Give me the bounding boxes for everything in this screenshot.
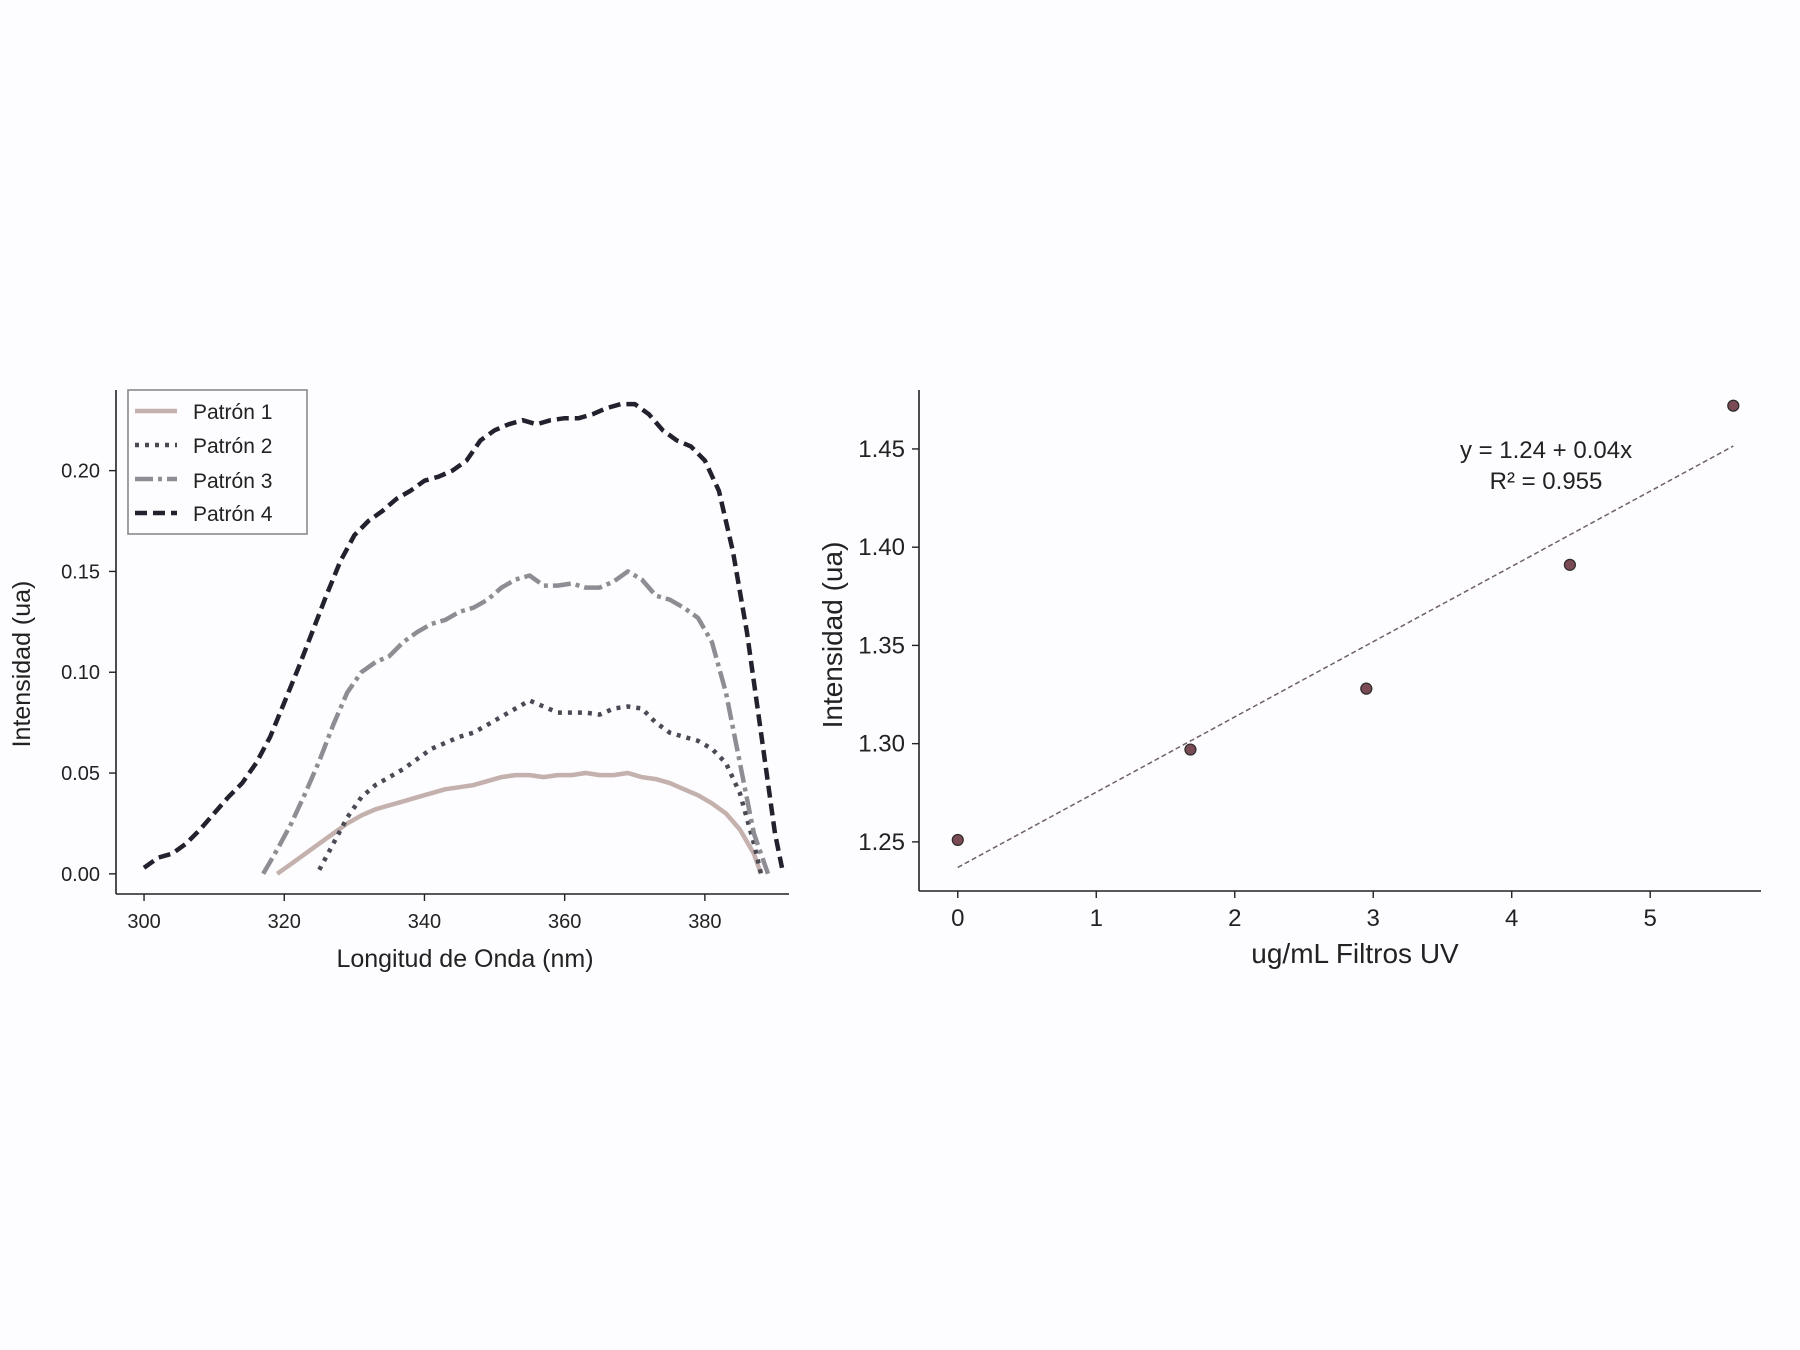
- y-tick-label: 0.10: [61, 662, 100, 684]
- x-tick-label: 300: [127, 911, 160, 933]
- x-tick-label: 0: [951, 905, 964, 932]
- calibration-x-axis-label: ug/mL Filtros UV: [1251, 938, 1459, 969]
- spectra-x-axis-label: Longitud de Onda (nm): [336, 945, 593, 973]
- y-tick-label: 0.05: [61, 763, 100, 785]
- data-point: [1360, 682, 1373, 695]
- data-point: [951, 833, 964, 847]
- spectra-x-ticks: 300 320 340 360 380: [127, 894, 722, 933]
- x-tick-label: 5: [1644, 905, 1657, 932]
- x-tick-label: 3: [1367, 905, 1380, 932]
- x-tick-label: 2: [1228, 905, 1241, 932]
- x-tick-label: 340: [408, 911, 441, 933]
- data-point: [1184, 743, 1197, 756]
- spectra-chart: 300 320 340 360 380 0.00 0.05 0.10 0.15 0.20 Lon…: [8, 389, 789, 973]
- y-tick-label: 1.25: [858, 829, 905, 856]
- legend-label-patron-2: Patrón 2: [193, 435, 272, 458]
- x-tick-label: 320: [268, 911, 301, 933]
- y-tick-label: 0.00: [61, 864, 100, 886]
- legend-box: [127, 389, 308, 535]
- fit-equation: y = 1.24 + 0.04x: [1460, 437, 1632, 464]
- legend-label-patron-1: Patrón 1: [193, 401, 272, 424]
- series-line-patron-4: [142, 401, 785, 870]
- legend-label-patron-3: Patrón 3: [193, 470, 272, 493]
- fit-r-squared: R² = 0.955: [1490, 468, 1603, 495]
- x-tick-label: 360: [548, 911, 581, 933]
- spectra-y-ticks: 0.00 0.05 0.10 0.15 0.20: [61, 461, 116, 886]
- x-tick-label: 380: [688, 911, 721, 933]
- calibration-fit-group: [957, 445, 1734, 869]
- y-tick-label: 1.45: [858, 436, 905, 463]
- calibration-x-ticks: 0 1 2 3 4 5: [951, 891, 1657, 932]
- calibration-points-group: [951, 399, 1740, 847]
- y-tick-label: 1.35: [858, 632, 905, 659]
- spectra-series-group: [142, 401, 785, 876]
- spectra-y-axis-label: Intensidad (ua): [8, 581, 36, 748]
- y-tick-label: 0.15: [61, 561, 100, 583]
- x-tick-label: 1: [1090, 905, 1103, 932]
- legend: Patrón 1 Patrón 2 Patrón 3 Patrón 4: [127, 389, 308, 535]
- y-tick-label: 1.30: [858, 731, 905, 758]
- calibration-y-axis-label: Intensidad (ua): [817, 542, 848, 729]
- calibration-y-ticks: 1.25 1.30 1.35 1.40 1.45: [858, 436, 919, 856]
- legend-label-patron-4: Patrón 4: [193, 503, 273, 526]
- y-tick-label: 1.40: [858, 534, 905, 561]
- calibration-chart: 0 1 2 3 4 5 1.25 1.30 1.35 1.40 1.45 ug/mL Filtro…: [817, 390, 1761, 969]
- series-line-patron-3: [261, 569, 771, 875]
- y-tick-label: 0.20: [61, 461, 100, 483]
- x-tick-label: 4: [1505, 905, 1518, 932]
- fit-line: [957, 445, 1734, 869]
- series-line-patron-1: [275, 770, 764, 876]
- data-point: [1563, 558, 1576, 571]
- data-point: [1727, 399, 1740, 412]
